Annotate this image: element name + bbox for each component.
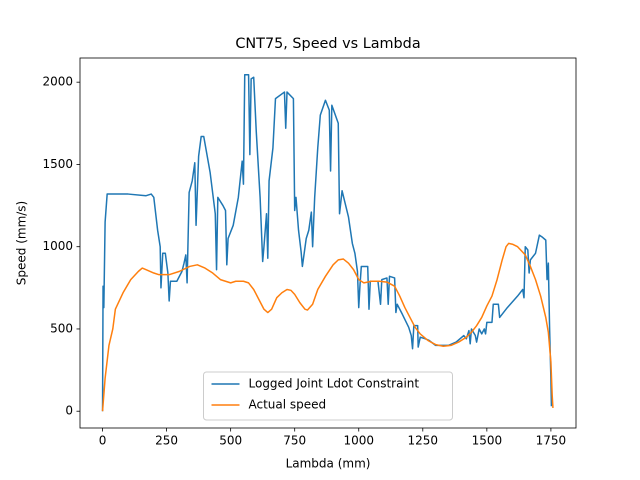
x-tick-label: 750 — [283, 434, 306, 448]
x-tick-label: 1000 — [343, 434, 374, 448]
y-axis-label: Speed (mm/s) — [15, 201, 29, 285]
series-line — [101, 74, 553, 412]
legend: Logged Joint Ldot Constraint Actual speed — [203, 371, 453, 421]
y-tick-label: 1500 — [42, 157, 73, 171]
x-axis-label: Lambda (mm) — [286, 457, 371, 471]
x-tick-label: 250 — [155, 434, 178, 448]
plot-frame — [79, 57, 577, 429]
y-tick-label: 500 — [50, 321, 73, 335]
y-tick-label: 1000 — [42, 239, 73, 253]
y-tick-label: 2000 — [42, 75, 73, 89]
x-tick-label: 1500 — [472, 434, 503, 448]
legend-box — [203, 371, 453, 421]
chart-title: CNT75, Speed vs Lambda — [235, 36, 420, 52]
x-tick-label: 500 — [219, 434, 242, 448]
x-tick-label: 1250 — [408, 434, 439, 448]
legend-label: Logged Joint Ldot Constraint — [249, 377, 420, 391]
x-tick-label: 1750 — [536, 434, 567, 448]
y-tick-label: 0 — [65, 404, 73, 418]
legend-label: Actual speed — [249, 398, 327, 412]
series-line — [101, 242, 554, 412]
x-tick-label: 0 — [99, 434, 107, 448]
